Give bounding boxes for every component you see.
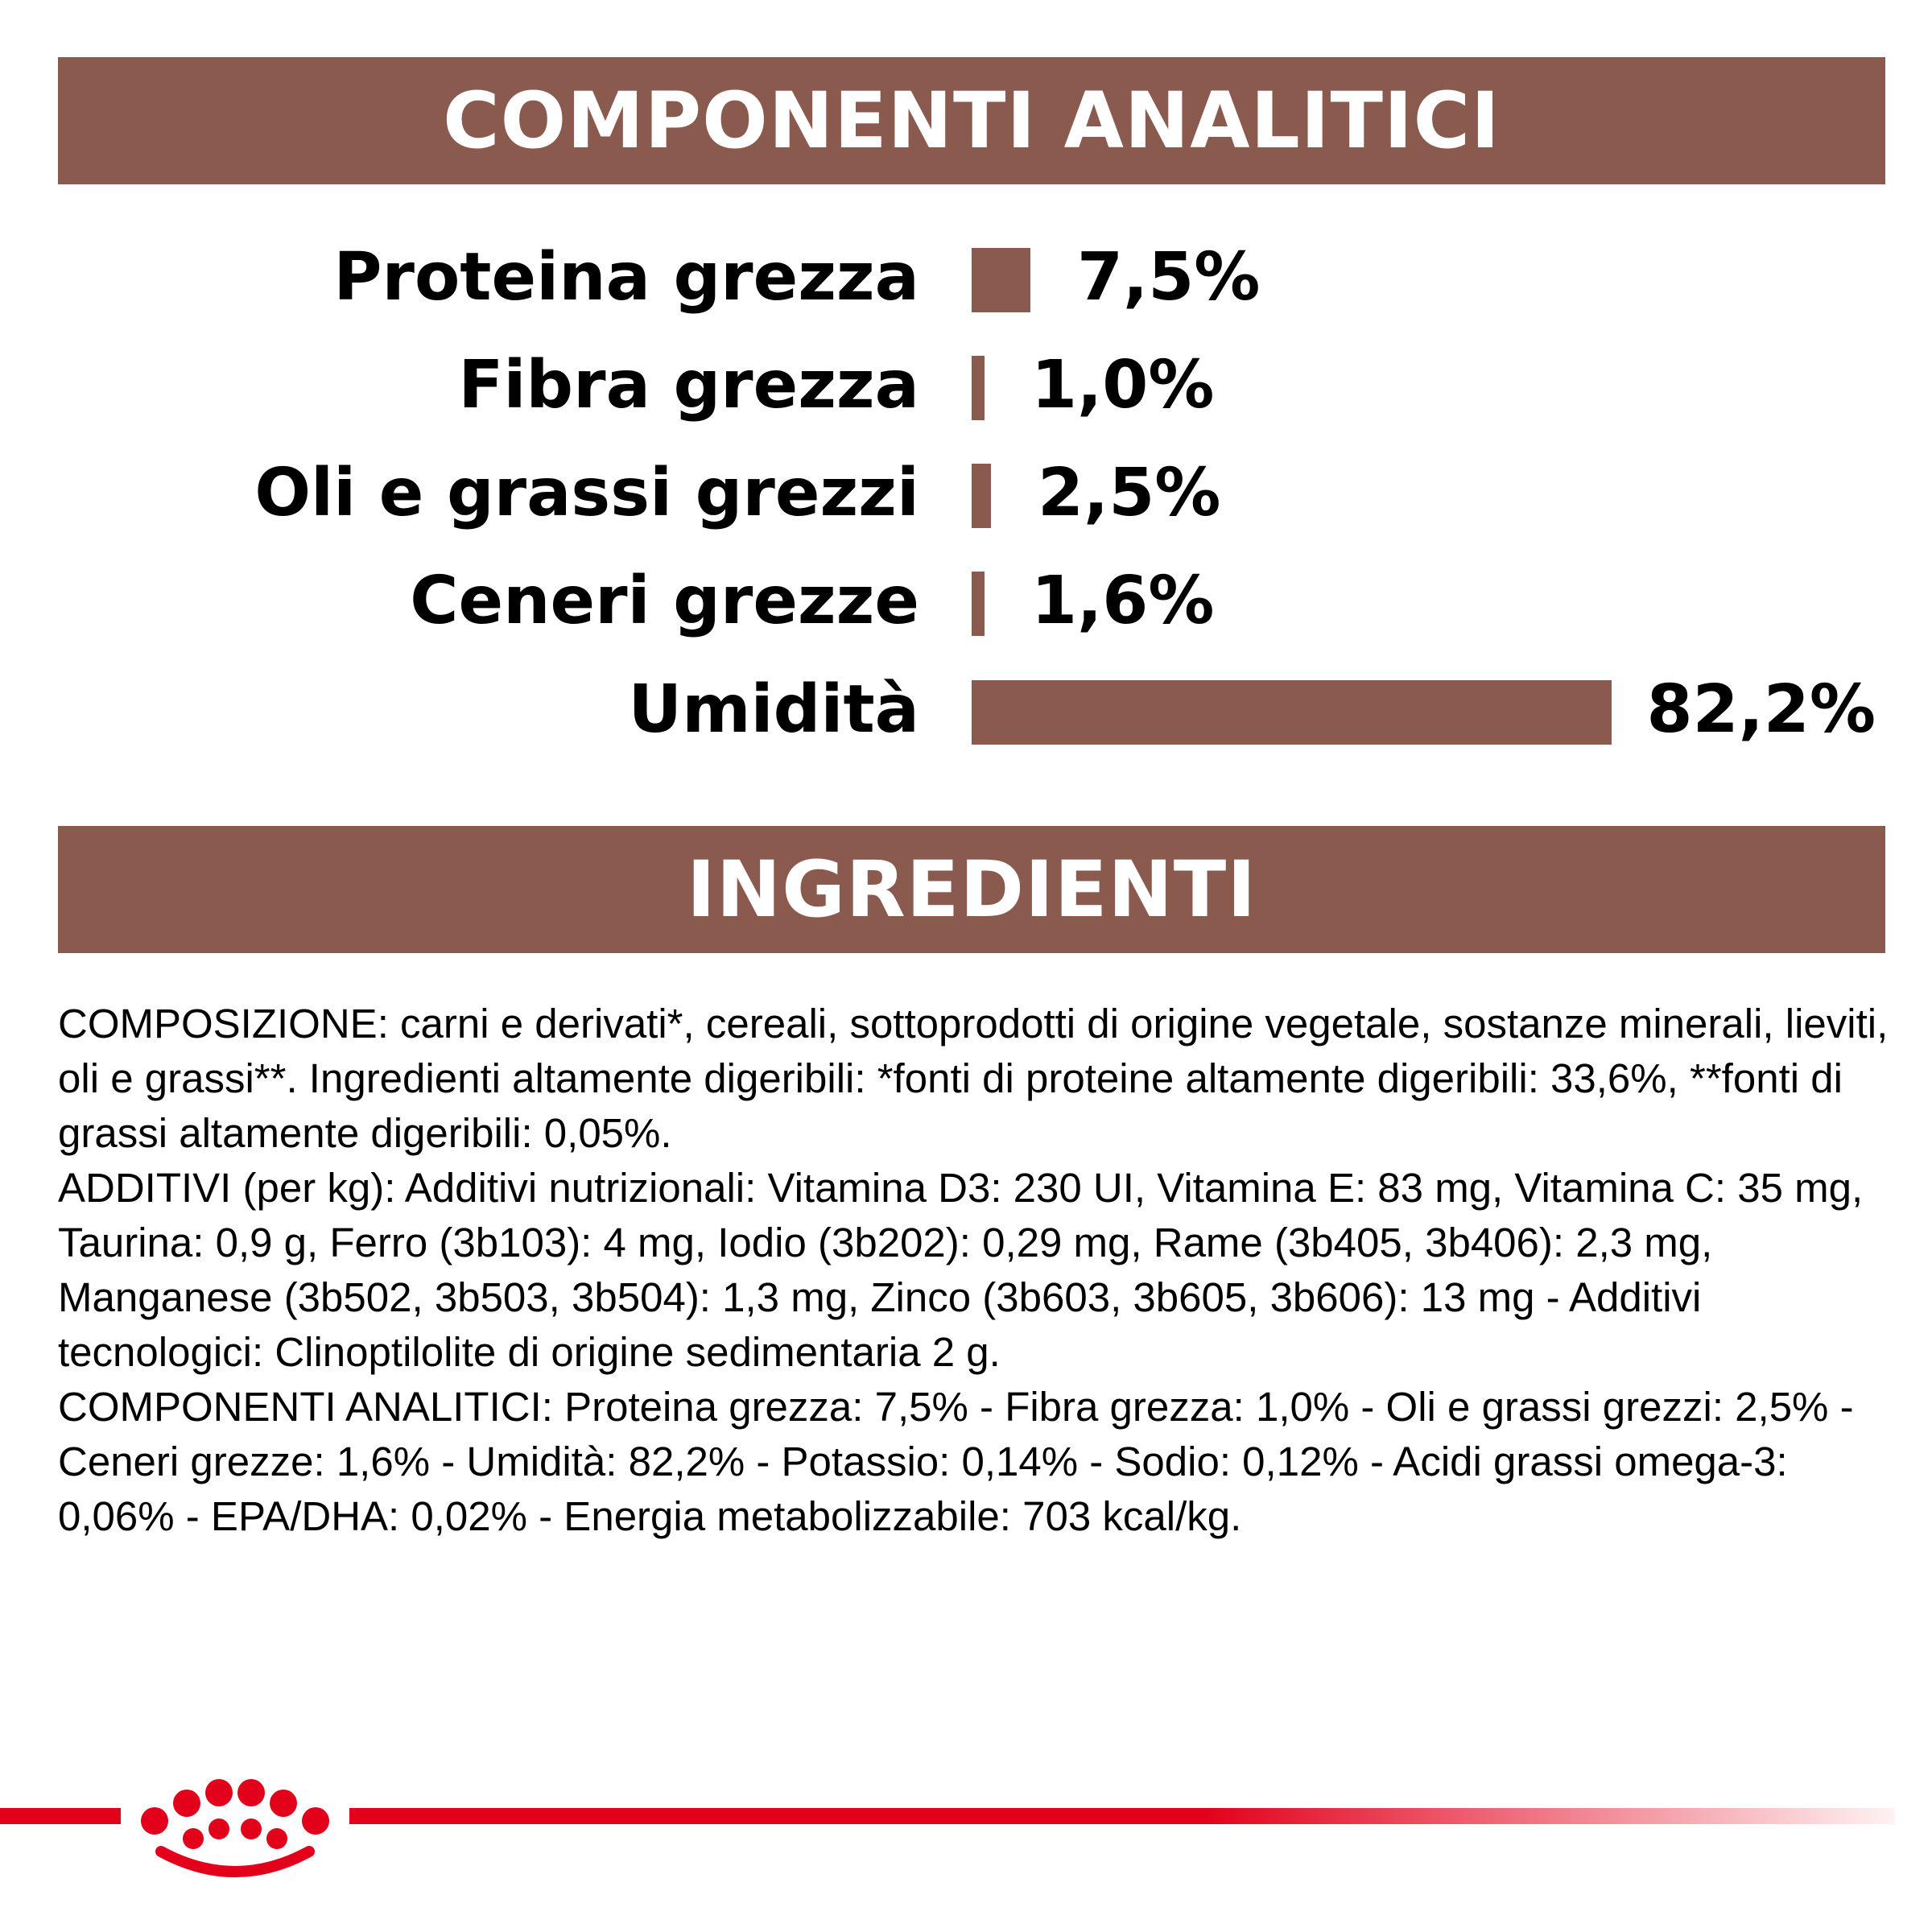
bar-fibra — [972, 356, 985, 420]
royal-canin-crown-icon — [141, 1779, 329, 1877]
footer-red-line-right — [349, 1808, 1895, 1824]
ingredients-text: COMPOSIZIONE: carni e derivati*, cereali… — [58, 997, 1909, 1544]
row-label-oli-grassi: Oli e grassi grezzi — [254, 455, 919, 531]
row-value-fibra: 1,0% — [1031, 347, 1215, 423]
row-value-oli-grassi: 2,5% — [1038, 455, 1221, 531]
row-label-umidita: Umidità — [628, 671, 919, 748]
row-label-fibra: Fibra grezza — [458, 347, 919, 423]
bar-oli-grassi — [972, 464, 991, 528]
analytic-components-banner: COMPONENTI ANALITICI — [58, 57, 1885, 184]
ingredients-banner: INGREDIENTI — [58, 826, 1885, 953]
bar-proteina — [972, 248, 1030, 312]
additives-paragraph: ADDITIVI (per kg): Additivi nutrizionali… — [58, 1165, 1864, 1375]
row-value-ceneri: 1,6% — [1031, 563, 1215, 639]
ingredients-title: INGREDIENTI — [687, 844, 1257, 935]
footer-red-line-left — [0, 1808, 121, 1824]
row-value-umidita: 82,2% — [1646, 671, 1876, 748]
composition-paragraph: COMPOSIZIONE: carni e derivati*, cereali… — [58, 1001, 1889, 1156]
analytic-components-title: COMPONENTI ANALITICI — [443, 76, 1501, 166]
analytic-summary-paragraph: COMPONENTI ANALITICI: Proteina grezza: 7… — [58, 1384, 1854, 1539]
row-value-proteina: 7,5% — [1077, 239, 1261, 316]
row-label-ceneri: Ceneri grezze — [410, 563, 919, 639]
bar-ceneri — [972, 572, 985, 636]
bar-umidita — [972, 680, 1612, 745]
row-label-proteina: Proteina grezza — [333, 239, 919, 316]
